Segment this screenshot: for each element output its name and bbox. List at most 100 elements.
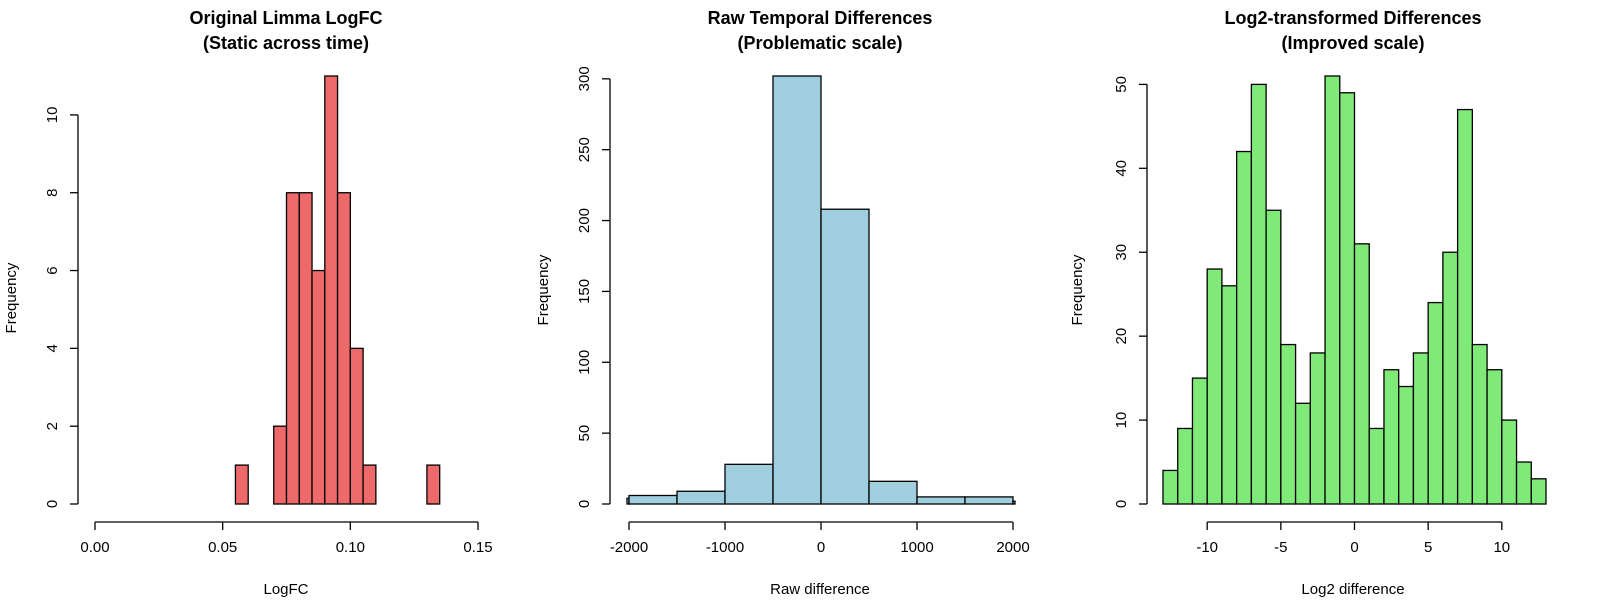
histogram-bar xyxy=(1177,427,1194,505)
histogram-bar xyxy=(1456,108,1473,505)
x-tick-label: 5 xyxy=(1424,539,1432,556)
histogram-bar xyxy=(916,496,966,505)
x-tick-label: -2000 xyxy=(610,539,648,556)
x-axis: -10 -5 0 5 10 xyxy=(1196,521,1510,556)
histogram-bar xyxy=(1368,427,1385,505)
histogram-bar xyxy=(1162,469,1179,505)
histogram-bar xyxy=(1309,352,1326,505)
histogram-bar xyxy=(1206,268,1223,505)
y-tick-label: 0 xyxy=(1113,500,1130,508)
y-axis-label: Frequency xyxy=(1069,254,1086,325)
histogram-bar xyxy=(724,463,774,505)
histogram-bar xyxy=(298,192,313,505)
panel-title: Original Limma LogFC xyxy=(189,8,382,28)
y-tick-label: 50 xyxy=(576,425,593,442)
histogram-bar xyxy=(1427,301,1444,505)
histogram-bar xyxy=(1412,352,1429,505)
histogram-bar xyxy=(1530,478,1547,505)
histogram-bar xyxy=(1353,243,1370,505)
histogram-bar xyxy=(1250,83,1267,505)
histogram-bar xyxy=(1191,377,1208,505)
x-axis: 0.00 0.05 0.10 0.15 xyxy=(80,521,493,556)
x-axis-label: Raw difference xyxy=(770,581,870,598)
x-tick-label: 0.05 xyxy=(208,539,237,556)
histogram-bar xyxy=(820,208,870,505)
x-tick-label: 0.15 xyxy=(463,539,492,556)
y-tick-label: 6 xyxy=(44,266,61,274)
histogram-bar xyxy=(273,425,288,505)
histogram-bar xyxy=(336,192,351,505)
bars-group xyxy=(626,75,1016,505)
bars-group xyxy=(1162,75,1547,505)
y-axis-label: Frequency xyxy=(535,254,552,325)
histogram-bar xyxy=(234,464,249,505)
y-tick-label: 200 xyxy=(576,208,593,233)
y-tick-label: 8 xyxy=(44,189,61,197)
y-tick-label: 50 xyxy=(1113,76,1130,93)
y-tick-label: 20 xyxy=(1113,328,1130,345)
histogram-bar xyxy=(285,192,300,505)
y-tick-label: 10 xyxy=(44,107,61,124)
y-tick-label: 300 xyxy=(576,66,593,91)
histogram-bar xyxy=(964,496,1014,505)
histogram-bar xyxy=(676,490,726,505)
histogram-bar xyxy=(1383,369,1400,505)
y-tick-label: 2 xyxy=(44,422,61,430)
y-tick-label: 40 xyxy=(1113,160,1130,177)
histogram-bar xyxy=(1398,385,1415,505)
histogram-bar xyxy=(1265,209,1282,505)
y-tick-label: 100 xyxy=(576,350,593,375)
y-axis: 0 2 4 6 8 10 xyxy=(44,107,79,508)
y-tick-label: 0 xyxy=(576,500,593,508)
y-tick-label: 4 xyxy=(44,344,61,352)
panel-logfc: Original Limma LogFC (Static across time… xyxy=(3,8,493,598)
histogram-bar xyxy=(1471,343,1488,505)
histogram-bar xyxy=(1324,75,1341,505)
histogram-bar xyxy=(772,75,822,505)
x-tick-label: -1000 xyxy=(706,539,744,556)
x-tick-label: 2000 xyxy=(996,539,1029,556)
histogram-bar xyxy=(1501,419,1518,505)
bars-group xyxy=(234,75,441,505)
panel-subtitle: (Problematic scale) xyxy=(737,33,902,53)
panel-log2-difference: Log2-transformed Differences (Improved s… xyxy=(1069,8,1547,598)
histogram-bar xyxy=(1486,369,1503,505)
x-tick-label: 0 xyxy=(1350,539,1358,556)
x-tick-label: -10 xyxy=(1196,539,1218,556)
x-axis-label: LogFC xyxy=(263,581,308,598)
histogram-bar xyxy=(324,75,339,505)
y-tick-label: 10 xyxy=(1113,412,1130,429)
panel-raw-difference: Raw Temporal Differences (Problematic sc… xyxy=(535,8,1030,598)
panel-subtitle: (Improved scale) xyxy=(1281,33,1424,53)
y-tick-label: 0 xyxy=(44,500,61,508)
panel-title: Raw Temporal Differences xyxy=(708,8,933,28)
histogram-bar xyxy=(1280,343,1297,505)
histogram-bar xyxy=(868,480,918,505)
histogram-bar xyxy=(1221,285,1238,505)
y-tick-label: 30 xyxy=(1113,244,1130,261)
x-tick-label: 0 xyxy=(817,539,825,556)
histogram-bar xyxy=(1012,500,1016,505)
histogram-bar xyxy=(1442,251,1459,505)
histogram-bar xyxy=(1515,461,1532,505)
y-axis: 0 10 20 30 40 50 xyxy=(1113,76,1148,508)
x-tick-label: 0.10 xyxy=(336,539,365,556)
histogram-bar xyxy=(628,494,678,505)
histogram-bar xyxy=(362,464,377,505)
y-tick-label: 250 xyxy=(576,137,593,162)
y-tick-label: 150 xyxy=(576,279,593,304)
panel-title: Log2-transformed Differences xyxy=(1224,8,1481,28)
histogram-bar xyxy=(311,269,326,505)
panel-subtitle: (Static across time) xyxy=(203,33,369,53)
histogram-bar xyxy=(1236,150,1253,505)
histogram-bar xyxy=(1339,92,1356,505)
histogram-bar xyxy=(426,464,441,505)
histogram-bar xyxy=(349,347,364,505)
y-axis: 0 50 100 150 200 250 300 xyxy=(576,66,611,508)
x-axis: -2000 -1000 0 1000 2000 xyxy=(610,521,1030,556)
x-axis-label: Log2 difference xyxy=(1301,581,1404,598)
x-tick-label: 0.00 xyxy=(80,539,109,556)
x-tick-label: 10 xyxy=(1493,539,1510,556)
y-axis-label: Frequency xyxy=(3,262,20,333)
